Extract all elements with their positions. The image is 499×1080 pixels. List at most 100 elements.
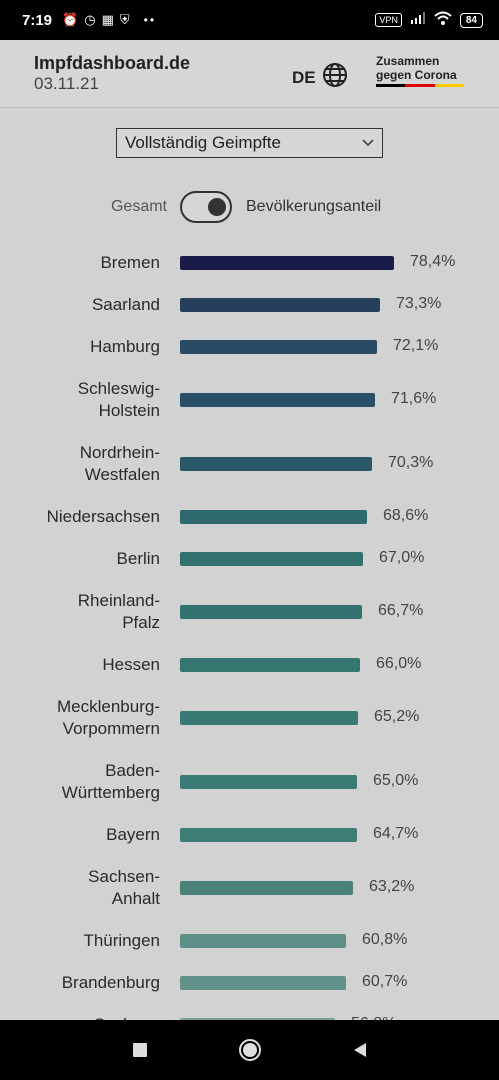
category-label: Nordrhein- Westfalen — [80, 442, 160, 486]
chart-bar[interactable] — [180, 1018, 335, 1020]
system-nav-bar — [0, 1020, 499, 1080]
back-triangle-icon — [353, 1043, 366, 1057]
circle-icon — [238, 1039, 261, 1061]
toggle-label-gesamt[interactable]: Gesamt — [110, 198, 167, 215]
bar-value-label: 64,7% — [373, 825, 419, 842]
category-label: Hessen — [102, 654, 160, 676]
category-label: Mecklenburg- Vorpommern — [57, 696, 160, 740]
chart-bar[interactable] — [180, 934, 346, 948]
bar-value-label: 78,4% — [410, 253, 456, 270]
category-label-line: Berlin — [116, 549, 160, 568]
home-button[interactable] — [235, 1035, 265, 1065]
category-label-line: Sachsen — [94, 1014, 160, 1020]
chart-row: Sachsen 56,8% — [0, 1014, 499, 1020]
alarm-icon: ⏰ — [62, 12, 79, 27]
category-label: Berlin — [117, 548, 160, 570]
bar-value-label: 73,3% — [396, 295, 442, 312]
language-switch[interactable]: DE — [292, 62, 348, 93]
category-label-line: Holstein — [98, 401, 160, 420]
globe-icon — [322, 62, 348, 93]
bar-value-label: 71,6% — [391, 390, 437, 407]
gallery-icon: ▦ — [101, 12, 114, 27]
shield-icon: ⛨ — [119, 12, 130, 27]
chart-row: Hessen 66,0% — [0, 654, 499, 676]
brand-flag-stripe — [376, 84, 464, 87]
chart-row: Mecklenburg- Vorpommern 65,2% — [0, 696, 499, 740]
chart-bar[interactable] — [180, 775, 357, 789]
metric-select-value: Vollständig Geimpfte — [125, 133, 281, 152]
chart-bar[interactable] — [180, 298, 380, 312]
chart-row: Saarland 73,3% — [0, 294, 499, 316]
chart-bar[interactable] — [180, 457, 372, 471]
wifi-icon — [434, 11, 452, 30]
chart-bar[interactable] — [180, 605, 362, 619]
category-label: Hamburg — [90, 336, 160, 358]
bar-value-label: 68,6% — [383, 507, 429, 524]
zusammen-gegen-corona-logo[interactable]: Zusammen gegen Corona — [376, 54, 464, 87]
bar-value-label: 60,8% — [362, 931, 408, 948]
chart-bar[interactable] — [180, 552, 363, 566]
category-label: Schleswig- Holstein — [78, 378, 160, 422]
category-label: Baden- Württemberg — [62, 760, 160, 804]
category-label-line: Anhalt — [111, 889, 160, 908]
signal-icon — [410, 11, 426, 29]
metric-select[interactable]: Vollständig Geimpfte — [116, 128, 383, 158]
chart-row: Nordrhein- Westfalen 70,3% — [0, 442, 499, 486]
bar-value-label: 63,2% — [369, 878, 415, 895]
toggle-label-bevoelkerungsanteil[interactable]: Bevölkerungsanteil — [246, 198, 382, 215]
more-notifications-icon: •• — [143, 13, 157, 27]
category-label-line: Bremen — [100, 253, 160, 272]
category-label-line: Rheinland- — [77, 591, 160, 610]
category-label-line: Vorpommern — [62, 719, 160, 738]
category-label-line: Württemberg — [61, 783, 160, 802]
bar-value-label: 56,8% — [351, 1015, 396, 1020]
bar-value-label: 66,0% — [376, 655, 422, 672]
chevron-down-icon — [362, 136, 374, 150]
app-header: Impfdashboard.de 03.11.21 DE Zusammen ge… — [0, 40, 499, 108]
status-time: 7:19 — [22, 11, 53, 29]
chart-row: Hamburg 72,1% — [0, 336, 499, 358]
category-label: Bayern — [106, 824, 160, 846]
chart-bar[interactable] — [180, 976, 346, 990]
category-label-line: Hessen — [102, 655, 160, 674]
category-label: Rheinland- Pfalz — [78, 590, 160, 634]
chart-bar[interactable] — [180, 340, 377, 354]
bar-value-label: 67,0% — [379, 549, 425, 566]
chart-row: Schleswig- Holstein 71,6% — [0, 378, 499, 422]
back-button[interactable] — [345, 1035, 375, 1065]
chart-bar[interactable] — [180, 828, 357, 842]
chart-bar[interactable] — [180, 881, 353, 895]
state-vaccination-bar-chart: Bremen 78,4% Saarland 73,3% Hamburg 72,1% Schl… — [0, 240, 499, 1020]
category-label-line: Bayern — [106, 825, 160, 844]
category-label-line: Niedersachsen — [46, 507, 160, 526]
category-label: Niedersachsen — [47, 506, 160, 528]
chart-row: Niedersachsen 68,6% — [0, 506, 499, 528]
category-label: Sachsen — [94, 1014, 160, 1020]
chart-bar[interactable] — [180, 658, 360, 672]
view-toggle-switch[interactable] — [180, 191, 232, 223]
recents-button[interactable] — [125, 1035, 155, 1065]
bar-value-label: 72,1% — [393, 337, 439, 354]
chart-bar[interactable] — [180, 510, 367, 524]
category-label-line: Schleswig- — [77, 379, 160, 398]
chart-row: Bayern 64,7% — [0, 824, 499, 846]
site-title[interactable]: Impfdashboard.de — [34, 53, 191, 73]
category-label-line: Hamburg — [90, 337, 160, 356]
category-label: Brandenburg — [62, 972, 160, 994]
bar-value-label: 66,7% — [378, 602, 424, 619]
brand-line-2: gegen Corona — [376, 68, 457, 82]
chart-bar[interactable] — [180, 256, 394, 270]
chart-row: Bremen 78,4% — [0, 252, 499, 274]
language-label: DE — [292, 67, 316, 87]
chart-row: Thüringen 60,8% — [0, 930, 499, 952]
category-label-line: Sachsen- — [88, 867, 160, 886]
chart-row: Rheinland- Pfalz 66,7% — [0, 590, 499, 634]
clock-icon: ◷ — [84, 12, 96, 27]
chart-bar[interactable] — [180, 711, 358, 725]
status-icons: ⏰ ◷ ▦ ⛨ — [62, 12, 130, 28]
category-label-line: Saarland — [91, 295, 160, 314]
bar-value-label: 65,2% — [374, 708, 420, 725]
chart-row: Brandenburg 60,7% — [0, 972, 499, 994]
chart-bar[interactable] — [180, 393, 375, 407]
chart-row: Baden- Württemberg 65,0% — [0, 760, 499, 804]
